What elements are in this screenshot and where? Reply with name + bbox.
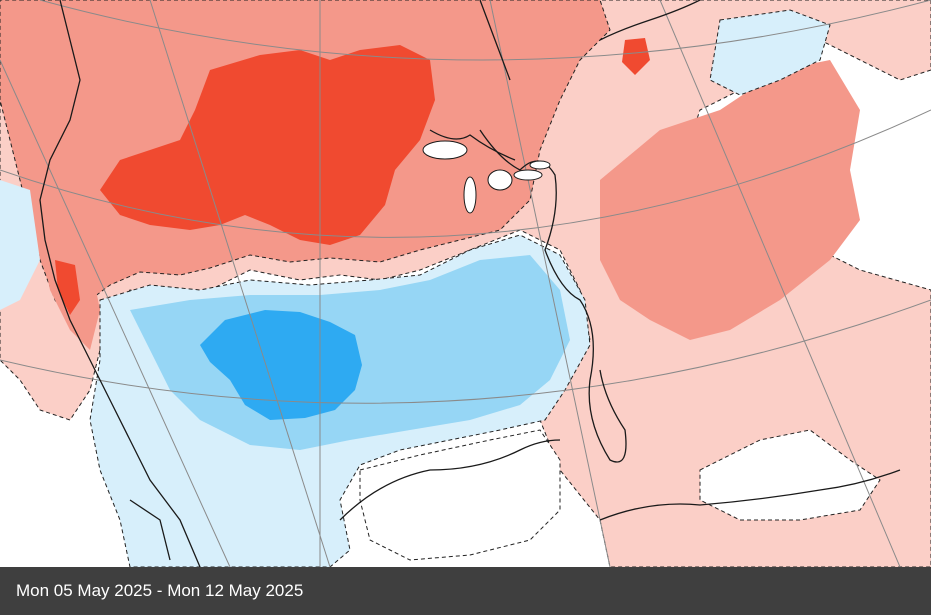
neutral-region-gulf (359, 429, 561, 561)
strong-warm-pocket-northeast (622, 38, 650, 75)
graticule (0, 0, 931, 567)
great-lakes (422, 140, 551, 214)
strong-cool-core (200, 310, 362, 420)
strong-warm-pocket-west (55, 260, 80, 315)
date-range-caption: Mon 05 May 2025 - Mon 12 May 2025 (16, 581, 304, 600)
caption-bar: Mon 05 May 2025 - Mon 12 May 2025 (0, 567, 931, 615)
weak-cool-pocket-pacific (0, 180, 40, 310)
strong-warm-core (100, 45, 435, 245)
temperature-anomaly-map (0, 0, 931, 567)
weak-cool-pocket-northeast (709, 9, 831, 96)
moderate-warm-region-atlantic (600, 60, 860, 340)
map-canvas (0, 0, 931, 567)
neutral-region-caribbean (699, 429, 881, 521)
coastlines (39, 0, 901, 567)
